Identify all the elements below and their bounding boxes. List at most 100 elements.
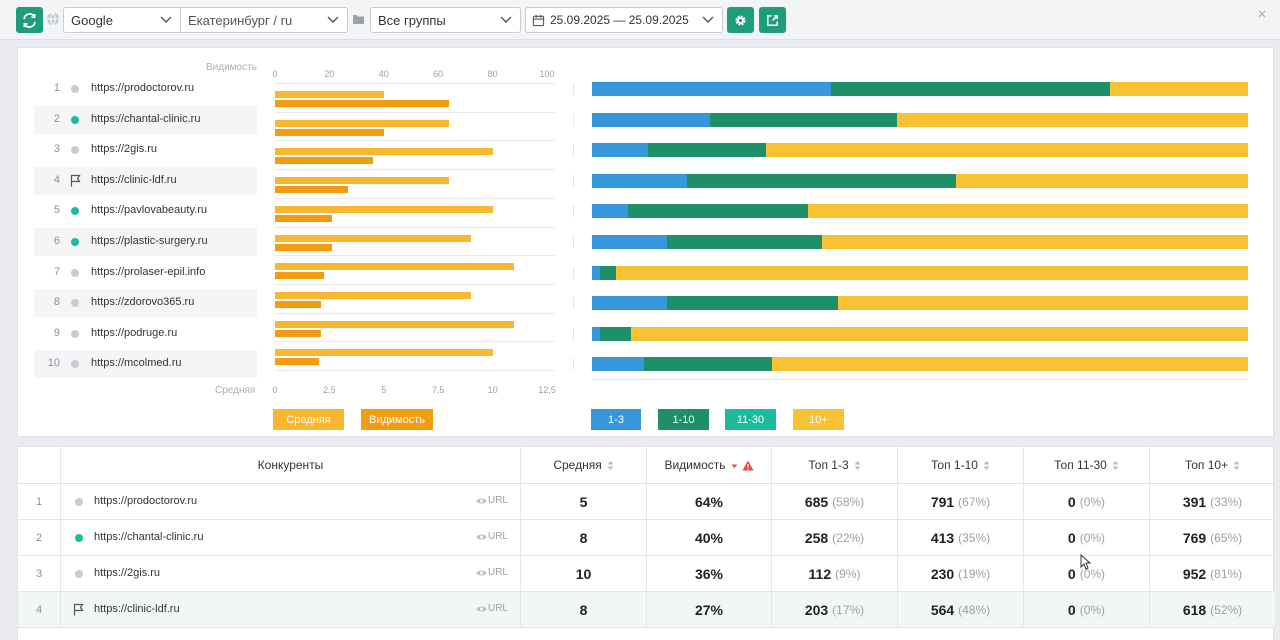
view-url-button[interactable]: URL — [476, 531, 508, 542]
cell-t13: 203 (17%) — [772, 592, 898, 627]
row-number: 3 — [53, 143, 60, 156]
list-item[interactable]: 3 https://2gis.ru — [34, 136, 257, 164]
refresh-button[interactable] — [16, 7, 43, 33]
flag-icon — [70, 174, 81, 187]
cell-value: 685 — [804, 493, 829, 510]
cell-value: 0 — [1067, 493, 1076, 510]
gridline — [275, 111, 555, 113]
chevron-down-icon — [327, 16, 339, 23]
header-top-10-plus[interactable]: Топ 10+ — [1150, 447, 1275, 484]
cell-value: 40% — [694, 529, 724, 546]
cell-vis: 36% — [647, 556, 772, 591]
group-select[interactable]: Все группы — [370, 7, 521, 33]
view-url-button[interactable]: URL — [476, 603, 508, 614]
tick-label: 20 — [324, 69, 335, 79]
table-row[interactable]: 1 https://prodoctorov.ru URL 5 64% 685 (58%) 79… — [18, 484, 1275, 520]
toolbar: Google Екатеринбург / ru Все группы 25.0… — [0, 0, 1280, 40]
list-item[interactable]: 6 https://plastic-surgery.ru — [34, 228, 257, 256]
region-select[interactable]: Екатеринбург / ru — [180, 7, 348, 33]
status-dot — [71, 299, 79, 308]
cell-percent: (0%) — [1079, 530, 1106, 545]
cell-t10p: 769 (65%) — [1150, 520, 1275, 555]
view-url-button[interactable]: URL — [476, 567, 508, 578]
search-engine-select[interactable]: Google — [63, 7, 181, 33]
status-dot — [71, 268, 79, 277]
list-item[interactable]: 7 https://prolaser-epil.info — [34, 259, 257, 287]
header-num — [18, 447, 61, 484]
cell-value: 230 — [930, 565, 955, 582]
list-item[interactable]: 5 https://pavlovabeauty.ru — [34, 197, 257, 225]
gridline — [275, 370, 555, 371]
cell-percent: (0%) — [1079, 566, 1106, 581]
close-icon[interactable] — [1257, 9, 1267, 19]
export-button[interactable] — [759, 7, 786, 33]
table-row[interactable]: 2 https://chantal-clinic.ru URL 8 40% 258 (22%… — [18, 520, 1275, 556]
list-item[interactable]: 4 https://clinic-ldf.ru — [34, 166, 257, 195]
header-top-11-30-label: Топ 11-30 — [1054, 458, 1107, 472]
segment-top-1-3 — [592, 204, 629, 219]
cell-avg: 8 — [521, 520, 647, 555]
url-label: URL — [487, 567, 508, 578]
legend-top-1-10[interactable]: 1-10 — [658, 409, 709, 430]
gridline — [275, 283, 555, 285]
view-url-button[interactable]: URL — [476, 495, 508, 506]
header-top-11-30[interactable]: Топ 11-30 — [1024, 447, 1150, 484]
status-dot — [71, 146, 79, 155]
group-value: Все группы — [378, 12, 446, 28]
url-label: URL — [487, 603, 508, 614]
header-average[interactable]: Средняя — [521, 447, 647, 484]
cell-percent: (19%) — [958, 566, 991, 581]
segment-top-10-plus — [821, 235, 1248, 249]
list-item[interactable]: 2 https://chantal-clinic.ru — [34, 105, 257, 134]
list-item[interactable]: 9 https://podruge.ru — [34, 320, 257, 348]
header-top-1-10[interactable]: Топ 1-10 — [898, 447, 1024, 484]
competitor-name: https://2gis.ru — [91, 143, 158, 156]
header-top-1-3[interactable]: Топ 1-3 — [772, 447, 898, 484]
list-item[interactable]: 10 https://mcolmed.ru — [34, 350, 257, 379]
axis-tick — [573, 83, 574, 95]
date-range-select[interactable]: 25.09.2025 — 25.09.2025 — [525, 7, 723, 33]
list-item[interactable]: 8 https://zdorovo365.ru — [34, 289, 257, 318]
cell-t10p: 618 (52%) — [1150, 592, 1275, 627]
gridline — [275, 341, 555, 343]
axis-tick — [573, 266, 574, 279]
list-item[interactable]: 1 https://prodoctorov.ru — [34, 75, 257, 103]
row-number: 2 — [18, 520, 61, 555]
legend-average[interactable]: Средняя — [273, 409, 344, 430]
axis-tick — [573, 113, 574, 126]
cell-percent: (81%) — [1210, 566, 1243, 581]
legend-top-11-30[interactable]: 11-30 — [725, 409, 776, 430]
gear-icon — [735, 14, 746, 26]
average-bar — [275, 148, 493, 156]
cell-percent: (9%) — [835, 566, 861, 581]
average-bar — [275, 320, 515, 328]
cell-vis: 27% — [647, 592, 772, 627]
table-row[interactable]: 3 https://2gis.ru URL 10 36% 112 (9%) 230 (19%) 0… — [18, 556, 1275, 592]
visibility-bar — [275, 272, 324, 280]
export-icon — [767, 14, 778, 26]
competitor-cell: https://prodoctorov.ru URL — [61, 484, 521, 519]
header-visibility[interactable]: Видимость — [647, 447, 772, 484]
segment-top-1-10 — [710, 112, 898, 127]
competitor-name: https://mcolmed.ru — [91, 357, 182, 370]
segment-top-10-plus — [772, 357, 1248, 372]
legend-top-11-30-label: 11-30 — [736, 413, 765, 426]
legend-top-1-3-label: 1-3 — [608, 413, 624, 426]
row-number: 9 — [53, 326, 60, 339]
competitor-name: https://clinic-ldf.ru — [94, 603, 180, 615]
eye-icon — [476, 606, 487, 611]
table-row[interactable]: 4 https://clinic-ldf.ru URL 8 27% 203 (17%) 564… — [18, 592, 1275, 628]
axis-tick — [573, 236, 574, 248]
segment-top-10-plus — [808, 204, 1248, 219]
axis-tick — [573, 174, 574, 187]
sort-icon — [1233, 460, 1240, 470]
table-row[interactable] — [18, 628, 1275, 640]
legend-top-10-plus[interactable]: 10+ — [793, 409, 844, 430]
settings-button[interactable] — [727, 7, 754, 33]
row-number: 1 — [53, 82, 60, 94]
legend-top-1-3[interactable]: 1-3 — [591, 409, 641, 430]
visibility-bar — [275, 329, 322, 337]
cell-t1130: 0 (0%) — [1024, 592, 1150, 627]
legend-visibility[interactable]: Видимость — [361, 409, 433, 430]
row-number: 8 — [53, 296, 60, 309]
